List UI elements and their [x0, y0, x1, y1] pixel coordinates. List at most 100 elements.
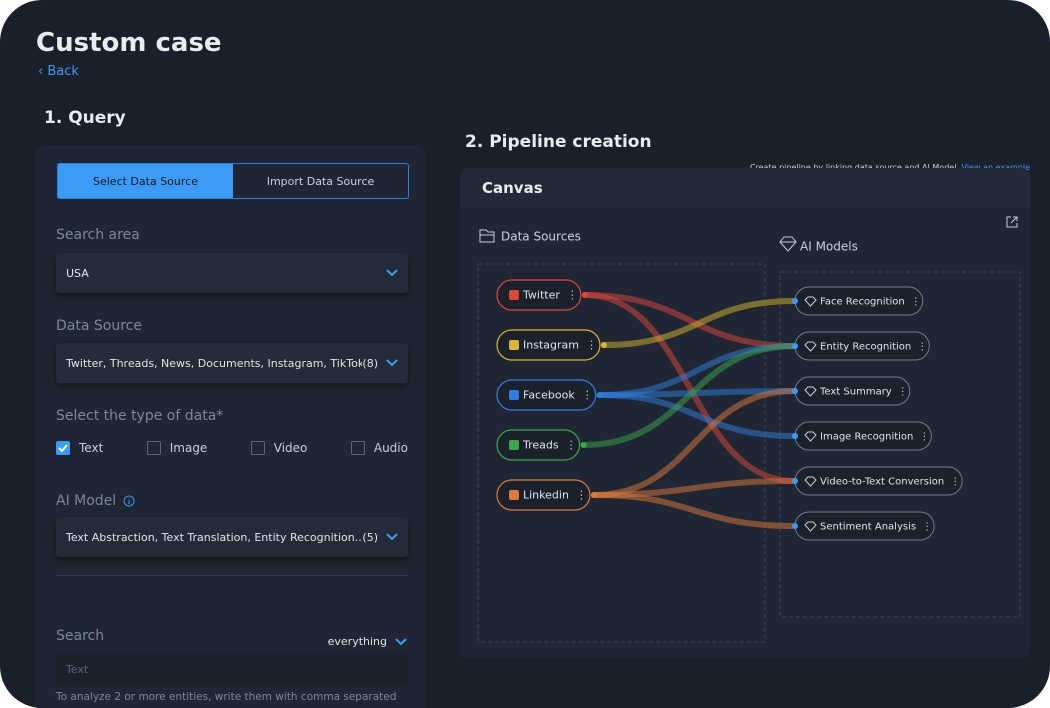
- dropdown[interactable]: USA: [56, 253, 408, 293]
- canvas: Canvas Data Sources AI Models Twitter ⋮ Inst…: [460, 168, 1030, 658]
- checkbox[interactable]: [350, 441, 365, 455]
- checkbox[interactable]: [146, 441, 161, 455]
- link: [580, 343, 798, 448]
- port: [792, 343, 798, 349]
- back-text[interactable]: Back: [47, 64, 79, 79]
- source-icon: [509, 340, 519, 350]
- back-arrow: ‹: [38, 64, 48, 79]
- source-pill[interactable]: [496, 329, 601, 361]
- field-label: AI Model: [56, 493, 117, 509]
- port: [792, 388, 798, 394]
- back-link[interactable]: ‹ Back: [38, 64, 79, 79]
- diamond-icon: [804, 521, 817, 532]
- dropdown-value: Text Abstraction, Text Translation, Enti…: [66, 530, 363, 544]
- tab[interactable]: Import Data Source: [266, 174, 375, 188]
- scope-select[interactable]: everything: [328, 635, 407, 648]
- checkbox-option[interactable]: Audio: [350, 441, 408, 455]
- source-node[interactable]: Instagram ⋮: [496, 329, 607, 361]
- checkbox-label: Audio: [373, 441, 408, 455]
- divider: [56, 575, 408, 576]
- link: [596, 392, 798, 439]
- port: [581, 292, 588, 298]
- port: [596, 392, 603, 398]
- dropdown-value: Twitter, Threads, News, Documents, Insta…: [66, 356, 363, 370]
- source-node[interactable]: Treads ⋮: [496, 429, 587, 461]
- source-label: Facebook: [523, 389, 575, 402]
- diamond-icon: [779, 236, 797, 252]
- source-icon: [509, 390, 519, 400]
- diamond-icon: [804, 431, 817, 442]
- source-icon: [509, 490, 519, 500]
- dropdown[interactable]: Text Abstraction, Text Translation, Enti…: [56, 517, 408, 557]
- section-title: 2. Pipeline creation: [465, 132, 652, 152]
- model-node[interactable]: Image Recognition ⋮: [792, 421, 932, 451]
- port: [792, 523, 798, 529]
- source-label: Linkedin: [523, 489, 569, 502]
- search-input[interactable]: Text: [56, 653, 408, 685]
- port: [792, 298, 798, 304]
- model-node[interactable]: Sentiment Analysis ⋮: [792, 511, 935, 541]
- link: [590, 388, 798, 498]
- model-label: Sentiment Analysis: [820, 522, 916, 533]
- source-label: Treads: [522, 439, 559, 452]
- model-area: [779, 271, 1021, 618]
- checkbox[interactable]: [250, 441, 265, 455]
- model-node[interactable]: Video-to-Text Conversion ⋮: [792, 466, 963, 496]
- chevron: [386, 533, 398, 541]
- port: [600, 342, 607, 348]
- checkbox-option[interactable]: Image: [146, 441, 208, 455]
- instruction-text: Create pipeline by linking data source a…: [750, 163, 959, 172]
- check-mark: [58, 444, 68, 452]
- source-pill[interactable]: [496, 429, 581, 461]
- source-pill[interactable]: [496, 479, 591, 511]
- model-label: Image Recognition: [820, 432, 913, 443]
- source-node[interactable]: Facebook ⋮: [496, 379, 603, 411]
- source-pill[interactable]: [496, 279, 582, 311]
- canvas-title: Canvas: [482, 179, 543, 197]
- checkbox[interactable]: [56, 441, 70, 455]
- expand-icon[interactable]: [1006, 216, 1018, 228]
- checkbox-label: Image: [169, 441, 208, 455]
- diamond-icon: [804, 341, 817, 352]
- source-icon: [509, 440, 519, 450]
- model-node[interactable]: Face Recognition ⋮: [792, 286, 924, 316]
- pipeline-graph: Data Sources AI Models Twitter ⋮ Instagram ⋮ F…: [477, 229, 1021, 643]
- column-title: Data Sources: [501, 230, 581, 244]
- links: [580, 292, 798, 529]
- checkbox-option[interactable]: Text: [56, 441, 103, 455]
- source-icon: [509, 290, 519, 300]
- field-label: Search area: [56, 227, 140, 243]
- model-label: Video-to-Text Conversion: [820, 477, 944, 488]
- model-node[interactable]: Entity Recognition ⋮: [792, 331, 930, 361]
- source-pill[interactable]: [496, 379, 597, 411]
- port: [590, 492, 597, 498]
- dropdown-count: (5): [362, 530, 378, 544]
- source-node[interactable]: Twitter ⋮: [496, 279, 588, 311]
- link: [581, 292, 798, 484]
- more-icon: ⋮: [950, 477, 960, 488]
- column-title: AI Models: [800, 240, 858, 254]
- more-icon: ⋮: [922, 522, 932, 533]
- section-title: 1. Query: [44, 108, 126, 128]
- dropdown[interactable]: Twitter, Threads, News, Documents, Insta…: [56, 343, 408, 383]
- info-icon[interactable]: [123, 495, 135, 507]
- tab[interactable]: Select Data Source: [58, 164, 233, 198]
- query-card: Select Data Source Import Data Source Sea…: [35, 145, 425, 708]
- field-label: Data Source: [56, 318, 142, 334]
- field-label: Select the type of data*: [56, 408, 224, 424]
- link: [590, 492, 798, 529]
- more-icon: ⋮: [917, 342, 927, 353]
- source-node[interactable]: Linkedin ⋮: [496, 479, 597, 511]
- checkbox-option[interactable]: Video: [250, 441, 307, 455]
- source-area: [477, 263, 766, 643]
- link: [600, 298, 798, 348]
- model-node[interactable]: Text Summary ⋮: [792, 376, 911, 406]
- link: [581, 292, 798, 349]
- example-link[interactable]: View an example: [962, 163, 1030, 172]
- chevron: [386, 359, 398, 367]
- model-label: Text Summary: [819, 387, 892, 398]
- port: [580, 442, 587, 448]
